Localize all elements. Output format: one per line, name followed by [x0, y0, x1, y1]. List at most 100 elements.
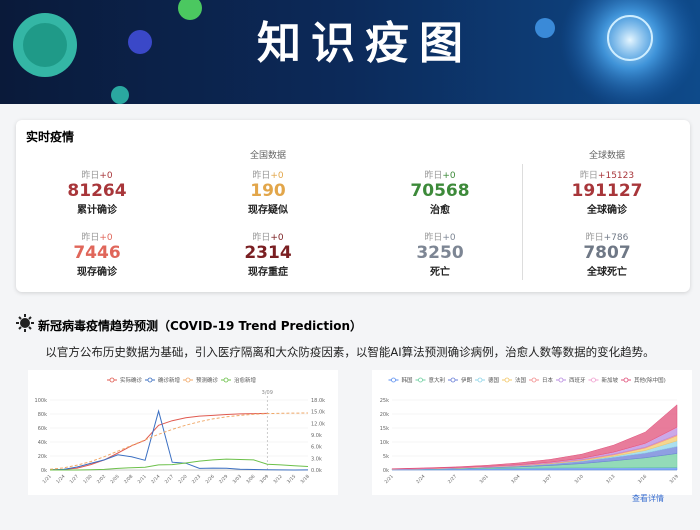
stat-delta-line: 昨日+0: [37, 230, 157, 243]
stat: 昨日+0 3250 死亡: [380, 230, 500, 278]
chart-bg: [372, 370, 692, 495]
stat: 昨日+0 2314 现存重症: [208, 230, 328, 278]
stat-delta-line: 昨日+786: [547, 230, 667, 243]
banner-title: 知识疫图: [257, 18, 473, 69]
delta: +0: [442, 233, 456, 243]
x-tick-label: 2/29: [218, 473, 229, 484]
legend-label: 法国: [515, 376, 527, 384]
stat-delta-line: 昨日+0: [208, 230, 328, 243]
y-tick-label: 60k: [38, 426, 47, 432]
stat-label: 累计确诊: [77, 205, 117, 216]
stat: 昨日+0 190 现存疑似: [208, 168, 328, 216]
series-line: [49, 409, 309, 471]
stat-value: 3250: [416, 243, 464, 263]
details-link[interactable]: 查看详情: [632, 494, 664, 503]
delta-prefix: 昨日: [252, 233, 271, 243]
legend-label: 治愈新增: [234, 376, 256, 384]
legend-label: 预测确诊: [196, 376, 219, 384]
y-tick-label: 20k: [380, 412, 389, 418]
stat-label: 治愈: [430, 205, 450, 216]
x-tick-label: 3/09: [259, 473, 270, 484]
legend-swatch: [418, 377, 423, 383]
legend-swatch: [450, 377, 456, 383]
stat-label: 死亡: [430, 267, 450, 278]
delta: +0: [442, 171, 456, 181]
legend-swatch: [391, 377, 396, 383]
x-tick-label: 2/26: [204, 473, 215, 484]
legend-label: 确诊新增: [158, 376, 180, 384]
delta-prefix: 昨日: [424, 171, 443, 181]
legend-swatch: [185, 377, 191, 383]
legend-label: 德国: [488, 376, 500, 384]
legend-label: 意大利: [429, 376, 446, 384]
stat-delta-line: 昨日+0: [37, 168, 157, 181]
delta: +0: [270, 171, 284, 181]
delta-prefix: 昨日: [579, 171, 598, 181]
x-tick-label: 3/12: [272, 473, 283, 484]
legend-swatch: [147, 377, 153, 383]
stat-delta-line: 昨日+0: [208, 168, 328, 181]
legend-label: 伊朗: [461, 376, 473, 384]
x-tick-label: 2/08: [123, 473, 134, 484]
x-tick-label: 1/30: [82, 473, 93, 484]
x-tick-label: 3/01: [478, 473, 489, 484]
x-tick-label: 3/18: [299, 473, 310, 484]
y2-tick-label: 3.0k: [311, 456, 322, 462]
y2-tick-label: 15.0k: [311, 410, 325, 416]
delta: +15123: [597, 171, 635, 181]
stat: 昨日+786 7807 全球死亡: [547, 230, 667, 278]
stat: 昨日+0 70568 治愈: [380, 168, 500, 216]
series-line: [49, 412, 268, 471]
y-tick-label: 10k: [380, 440, 389, 446]
y2-tick-label: 9.0k: [311, 433, 322, 439]
delta: +0: [270, 233, 284, 243]
x-tick-label: 1/27: [69, 473, 80, 484]
stat-delta-line: 昨日+15123: [547, 168, 667, 181]
x-tick-label: 2/14: [150, 473, 161, 484]
sun-icon: [16, 314, 34, 332]
stat-delta-line: 昨日+0: [380, 168, 500, 181]
x-tick-label: 1/21: [41, 473, 52, 484]
legend-swatch: [504, 377, 510, 383]
delta-prefix: 昨日: [585, 233, 604, 243]
marker-label: 3/09: [262, 390, 273, 396]
stat-value: 70568: [410, 181, 470, 201]
y-tick-label: 100k: [35, 398, 48, 404]
x-tick-label: 3/10: [573, 473, 584, 484]
x-tick-label: 2/20: [177, 473, 188, 484]
stat-value: 2314: [244, 243, 292, 263]
x-tick-label: 3/15: [286, 473, 297, 484]
legend-swatch: [558, 377, 564, 383]
realtime-card: 实时疫情 全国数据 全球数据 昨日+0 81264 累计确诊 昨日+0 190 现存疑似昨…: [16, 120, 690, 292]
x-tick-label: 2/24: [415, 473, 426, 484]
stat-value: 81264: [67, 181, 127, 201]
y-tick-label: 5k: [383, 454, 389, 460]
x-tick-label: 2/05: [109, 473, 120, 484]
legend-swatch: [477, 377, 483, 383]
x-tick-label: 2/21: [383, 473, 394, 484]
section-description: 以官方公布历史数据为基础，引入医疗隔离和大众防疫因素，以智能AI算法预测确诊病例…: [45, 345, 655, 359]
legend-swatch: [223, 377, 229, 383]
series-area: [391, 404, 678, 470]
delta-prefix: 昨日: [81, 171, 100, 181]
x-tick-label: 2/27: [447, 473, 458, 484]
stat-value: 7446: [73, 243, 121, 263]
stat-value: 190: [250, 181, 286, 201]
delta: +0: [99, 171, 113, 181]
x-tick-label: 2/11: [136, 473, 147, 484]
x-tick-label: 3/04: [510, 473, 521, 484]
chart-bg: [28, 370, 338, 495]
legend-swatch: [623, 377, 629, 383]
x-tick-label: 3/03: [232, 473, 243, 484]
stat: 昨日+15123 191127 全球确诊: [547, 168, 667, 216]
delta: +786: [603, 233, 629, 243]
series-line: [49, 412, 309, 470]
stat-delta-line: 昨日+0: [380, 230, 500, 243]
delta-prefix: 昨日: [424, 233, 443, 243]
stat-label: 全球死亡: [587, 267, 627, 278]
y2-tick-label: 18.0k: [311, 398, 325, 404]
card-title: 实时疫情: [26, 130, 75, 144]
country-chart: 0k 5k 10k 15k 20k 25k 2/21 2/24 2/27 3/01 3/04 3/07…: [372, 370, 692, 495]
x-tick-label: 3/06: [245, 473, 256, 484]
y-tick-label: 15k: [380, 426, 389, 432]
